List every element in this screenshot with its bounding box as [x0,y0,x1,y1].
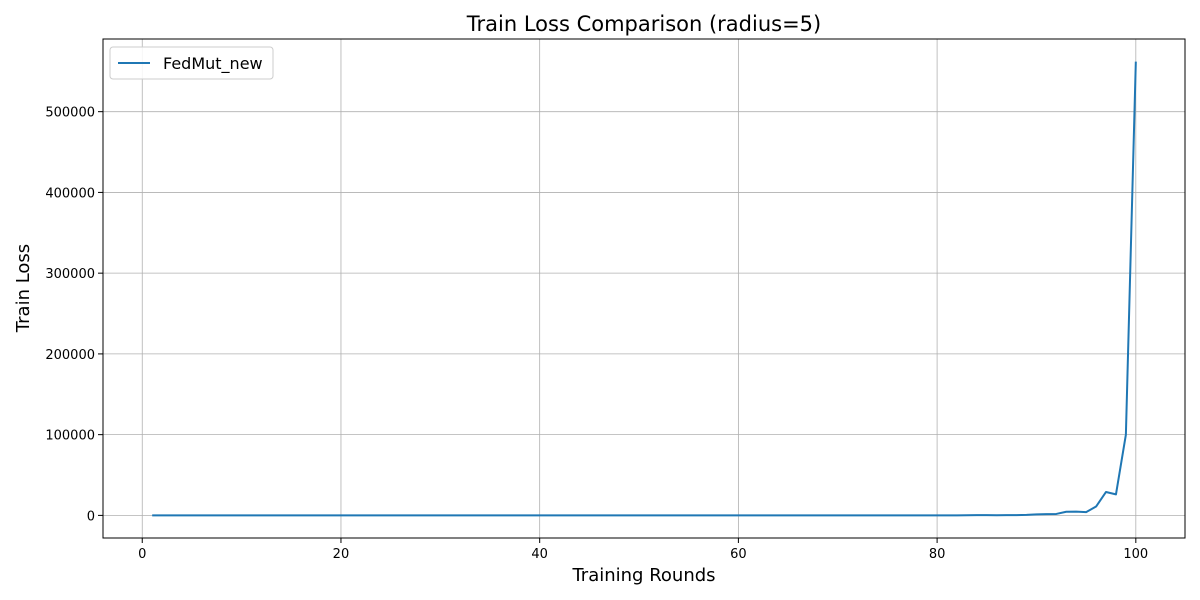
series-line-fedmut-new [152,61,1137,517]
x-tick-label: 0 [138,547,146,562]
y-axis-label: Train Loss [13,244,34,333]
series-layer [152,61,1137,517]
y-tick-label: 100000 [45,429,95,444]
legend: FedMut_new [109,46,274,80]
x-axis-label: Training Rounds [571,565,715,586]
y-tick-label: 0 [87,509,95,524]
y-tick-label: 200000 [45,348,95,363]
x-tick-label: 60 [730,547,747,562]
x-tick-label: 100 [1123,547,1148,562]
legend-label-fedmut-new: FedMut_new [163,54,263,74]
plot-frame [102,38,1186,539]
y-tick-label: 300000 [45,267,95,282]
y-tick-label: 400000 [45,186,95,201]
x-tick-label: 20 [333,547,350,562]
chart-title: Train Loss Comparison (radius=5) [466,12,821,36]
legend-box [109,46,274,80]
axis-ticks: 0 20 40 60 80 100 0 100000 200000 300000 400000 500… [45,106,1148,562]
x-tick-label: 80 [929,547,946,562]
plot-area [103,39,1185,538]
x-tick-label: 40 [531,547,548,562]
y-tick-label: 500000 [45,106,95,121]
